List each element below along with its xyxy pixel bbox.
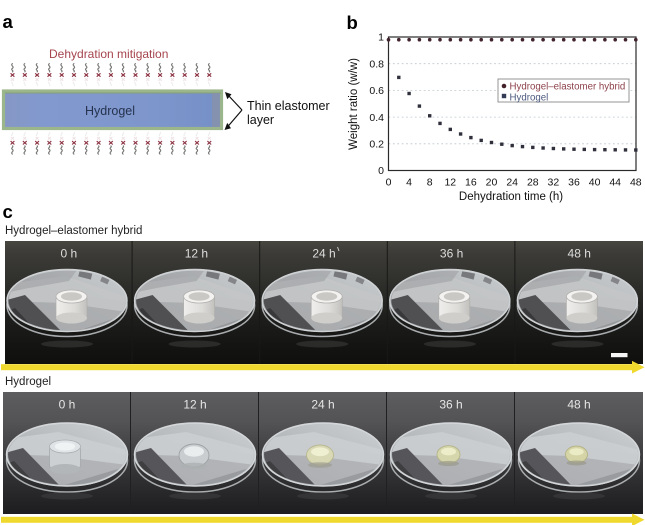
svg-text:Hydrogel–elastomer hybrid: Hydrogel–elastomer hybrid bbox=[510, 81, 626, 92]
svg-text:36: 36 bbox=[568, 176, 580, 188]
svg-text:4: 4 bbox=[406, 176, 412, 188]
svg-text:24: 24 bbox=[506, 176, 518, 188]
svg-text:0.4: 0.4 bbox=[369, 112, 384, 124]
svg-text:1: 1 bbox=[378, 32, 384, 44]
svg-text:48 h: 48 h bbox=[567, 398, 590, 412]
svg-text:12: 12 bbox=[444, 176, 456, 188]
svg-text:0 h: 0 h bbox=[59, 398, 76, 412]
svg-text:44: 44 bbox=[609, 176, 621, 188]
svg-text:12 h: 12 h bbox=[185, 247, 208, 261]
svg-text:16: 16 bbox=[465, 176, 477, 188]
svg-text:0: 0 bbox=[386, 176, 392, 188]
svg-text:Dehydration time (h): Dehydration time (h) bbox=[459, 191, 563, 203]
svg-text:36 h: 36 h bbox=[439, 398, 462, 412]
svg-text:0.2: 0.2 bbox=[369, 139, 384, 151]
svg-text:32: 32 bbox=[548, 176, 560, 188]
svg-text:Weight ratio (w/w): Weight ratio (w/w) bbox=[348, 58, 360, 150]
svg-text:Hydrogel: Hydrogel bbox=[85, 104, 135, 118]
svg-text:8: 8 bbox=[427, 176, 433, 188]
svg-text:40: 40 bbox=[589, 176, 601, 188]
svg-text:36 h: 36 h bbox=[440, 247, 463, 261]
svg-text:Hydrogel: Hydrogel bbox=[510, 93, 549, 104]
svg-text:20: 20 bbox=[486, 176, 498, 188]
svg-text:48 h: 48 h bbox=[568, 247, 591, 261]
svg-text:0.6: 0.6 bbox=[369, 85, 384, 97]
svg-text:0: 0 bbox=[378, 165, 384, 177]
svg-text:28: 28 bbox=[527, 176, 539, 188]
svg-text:48: 48 bbox=[630, 176, 642, 188]
svg-text:24 h: 24 h bbox=[311, 398, 334, 412]
svg-text:24 h: 24 h bbox=[312, 247, 335, 261]
svg-text:0.8: 0.8 bbox=[369, 59, 384, 71]
svg-text:0 h: 0 h bbox=[60, 247, 77, 261]
svg-text:12 h: 12 h bbox=[183, 398, 206, 412]
